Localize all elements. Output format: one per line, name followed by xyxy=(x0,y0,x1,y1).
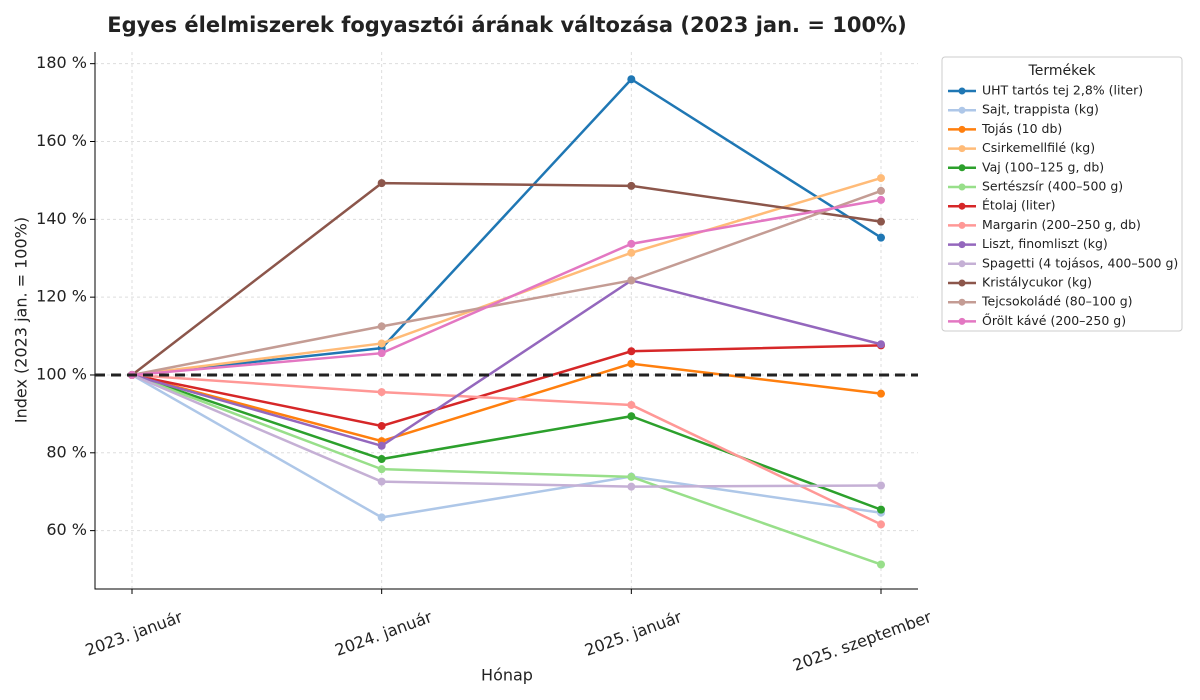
data-point xyxy=(877,195,885,204)
data-point xyxy=(627,276,636,285)
legend-marker xyxy=(958,87,966,95)
data-point xyxy=(627,248,636,257)
data-point xyxy=(877,520,885,529)
y-axis-label: Index (2023 jan. = 100%) xyxy=(12,217,31,423)
series-line xyxy=(131,344,882,428)
legend-marker xyxy=(958,279,966,287)
x-tick-label: 2025. szeptember xyxy=(790,607,934,675)
series-line xyxy=(131,176,882,377)
data-point xyxy=(627,482,636,491)
legend-label: Spagetti (4 tojásos, 400–500 g) xyxy=(982,255,1178,270)
series-line xyxy=(131,373,882,511)
legend-marker xyxy=(958,202,966,210)
legend-label: Kristálycukor (kg) xyxy=(982,275,1092,290)
y-tick-label: 140 % xyxy=(36,209,87,228)
x-tick-label: 2023. január xyxy=(83,607,186,660)
legend-label: Tejcsokoládé (80–100 g) xyxy=(981,294,1133,309)
data-point xyxy=(877,186,885,195)
legend-marker xyxy=(958,183,966,191)
series-line xyxy=(131,198,882,377)
legend-label: Étolaj (liter) xyxy=(982,198,1055,213)
data-point xyxy=(377,513,386,522)
data-point xyxy=(377,349,386,358)
legend-label: Liszt, finomliszt (kg) xyxy=(982,236,1108,251)
data-point xyxy=(377,465,386,474)
axes xyxy=(94,52,918,590)
data-point xyxy=(877,389,885,398)
data-point xyxy=(627,181,636,190)
legend-marker xyxy=(958,145,966,153)
data-point xyxy=(377,339,386,348)
series-line xyxy=(131,77,882,377)
data-point xyxy=(377,477,386,486)
legend-label: Tojás (10 db) xyxy=(981,121,1062,136)
series-line xyxy=(131,279,882,448)
x-tick-label: 2025. január xyxy=(582,607,685,660)
legend-marker xyxy=(958,164,966,172)
data-point xyxy=(627,347,636,356)
legend-label: Vaj (100–125 g, db) xyxy=(982,159,1104,174)
y-tick-label: 120 % xyxy=(36,287,87,306)
data-point xyxy=(377,179,386,188)
y-tick-label: 160 % xyxy=(36,131,87,150)
y-tick-label: 80 % xyxy=(46,442,87,461)
legend-marker xyxy=(958,221,966,229)
data-point xyxy=(627,400,636,409)
y-tick-label: 180 % xyxy=(36,53,87,72)
legend-marker xyxy=(958,241,966,249)
data-point xyxy=(877,217,885,226)
data-point xyxy=(377,388,386,397)
data-point xyxy=(627,239,636,248)
series-line xyxy=(131,189,882,377)
y-tick-label: 60 % xyxy=(46,520,87,539)
data-point xyxy=(627,75,636,84)
series-line xyxy=(131,181,882,376)
legend-label: Margarin (200–250 g, db) xyxy=(982,217,1141,232)
data-point xyxy=(877,505,885,514)
x-tick-label: 2024. január xyxy=(332,607,435,660)
data-point xyxy=(377,441,386,450)
data-point xyxy=(877,174,885,183)
legend-marker xyxy=(958,298,966,306)
chart-title: Egyes élelmiszerek fogyasztói árának vál… xyxy=(107,13,906,37)
legend-label: Őrölt kávé (200–250 g) xyxy=(982,313,1126,328)
legend-marker xyxy=(958,125,966,133)
data-point xyxy=(877,340,885,349)
legend-marker xyxy=(958,317,966,325)
series-line xyxy=(131,373,882,519)
series-line xyxy=(131,362,882,443)
legend-label: Csirkemellfilé (kg) xyxy=(982,140,1095,155)
data-point xyxy=(627,472,636,481)
data-point xyxy=(627,412,636,421)
series-line xyxy=(131,373,882,566)
legend-label: Sertészsír (400–500 g) xyxy=(982,179,1123,194)
legend-marker xyxy=(958,260,966,268)
legend-box xyxy=(941,56,1183,332)
series-line xyxy=(131,373,882,488)
data-point xyxy=(377,421,386,430)
legend: Termékek UHT tartós tej 2,8% (liter) Sajt,… xyxy=(941,56,1183,332)
series-line xyxy=(131,373,882,526)
legend-label: UHT tartós tej 2,8% (liter) xyxy=(982,83,1143,98)
data-point xyxy=(877,481,885,490)
data-point xyxy=(377,322,386,331)
x-axis-label: Hónap xyxy=(481,666,533,685)
legend-title: Termékek xyxy=(1028,63,1097,79)
data-point xyxy=(877,560,885,569)
data-point xyxy=(877,233,885,242)
data-point xyxy=(377,455,386,464)
y-tick-label: 100 % xyxy=(36,364,87,383)
legend-marker xyxy=(958,106,966,114)
legend-label: Sajt, trappista (kg) xyxy=(982,102,1099,117)
data-point xyxy=(627,359,636,368)
